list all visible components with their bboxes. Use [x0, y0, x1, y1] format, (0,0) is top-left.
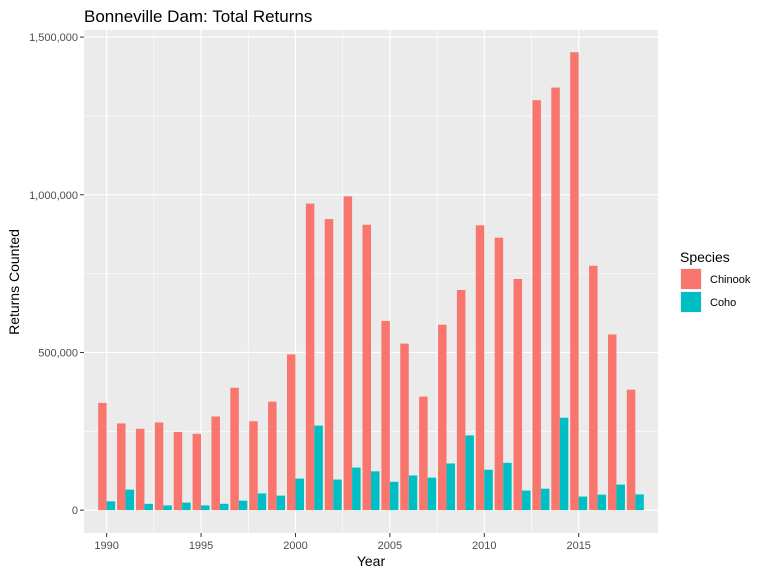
bar-chinook-1991 — [117, 423, 126, 511]
bar-coho-1994 — [182, 502, 191, 511]
bar-chinook-2016 — [589, 265, 598, 511]
legend: Species Chinook Coho — [680, 249, 751, 313]
bar-chinook-2012 — [513, 278, 523, 511]
bar-chinook-2002 — [324, 219, 334, 511]
bar-chinook-2004 — [362, 224, 371, 511]
bar-chinook-1990 — [98, 402, 107, 511]
bar-coho-2015 — [578, 496, 588, 511]
bar-chinook-2008 — [438, 324, 447, 511]
x-tick-label: 2015 — [566, 540, 590, 552]
bar-coho-1990 — [106, 501, 116, 511]
bar-coho-2010 — [484, 469, 493, 511]
bar-coho-1997 — [238, 500, 248, 511]
bar-chinook-1992 — [135, 428, 145, 511]
bar-coho-2006 — [408, 475, 418, 511]
x-tick-label: 1995 — [189, 540, 213, 552]
bar-coho-2013 — [540, 488, 550, 511]
bar-coho-2008 — [446, 463, 456, 511]
legend-swatch-chinook — [681, 269, 701, 289]
legend-label-coho: Coho — [710, 297, 736, 309]
x-axis-title: Year — [357, 553, 386, 569]
bar-coho-2004 — [371, 471, 380, 511]
bar-chinook-2015 — [570, 52, 579, 511]
y-axis-title: Returns Counted — [6, 229, 22, 335]
x-axis: 1990 1995 2000 2005 2010 2015 — [94, 533, 591, 552]
bar-coho-1998 — [257, 493, 267, 511]
bar-chinook-2001 — [305, 203, 315, 511]
bar-chinook-1998 — [249, 421, 258, 511]
bar-chinook-2000 — [286, 354, 296, 511]
bar-coho-2014 — [559, 417, 569, 511]
bar-chinook-2009 — [456, 290, 466, 511]
bar-chinook-1994 — [173, 431, 183, 511]
bar-chinook-2005 — [381, 320, 390, 511]
bar-chinook-1999 — [268, 401, 277, 511]
bar-coho-1995 — [201, 505, 210, 511]
y-tick-label: 1,000,000 — [29, 190, 78, 202]
bar-coho-2018 — [635, 494, 644, 511]
y-tick-label: 0 — [72, 505, 78, 517]
x-tick-label: 2000 — [283, 540, 307, 552]
bar-chinook-2010 — [475, 225, 485, 511]
bar-chinook-2018 — [626, 389, 636, 511]
bar-chinook-1996 — [211, 416, 220, 511]
bar-coho-1996 — [219, 503, 229, 511]
bar-chinook-1993 — [154, 422, 164, 511]
bar-chinook-2007 — [419, 396, 428, 511]
bar-coho-2002 — [333, 479, 342, 511]
legend-swatch-coho — [681, 292, 701, 312]
bar-coho-2016 — [597, 494, 607, 511]
bar-coho-2003 — [352, 467, 361, 511]
bar-chinook-2017 — [607, 334, 617, 511]
bar-coho-1992 — [144, 503, 153, 511]
bar-coho-2011 — [503, 462, 512, 511]
y-axis: 0 500,000 1,000,000 1,500,000 — [29, 32, 84, 517]
bar-coho-2009 — [465, 435, 474, 511]
bar-chinook-2011 — [494, 237, 504, 511]
x-tick-label: 1990 — [94, 540, 118, 552]
y-tick-label: 500,000 — [38, 347, 78, 359]
x-tick-label: 2005 — [378, 540, 402, 552]
bar-coho-2000 — [295, 478, 304, 511]
x-tick-label: 2010 — [472, 540, 496, 552]
legend-label-chinook: Chinook — [710, 274, 751, 286]
legend-title: Species — [680, 249, 730, 265]
bar-coho-2007 — [427, 477, 437, 511]
bar-chinook-2006 — [400, 343, 409, 511]
bar-coho-2012 — [522, 490, 531, 511]
bar-coho-2017 — [616, 484, 625, 511]
bar-coho-1999 — [276, 495, 286, 511]
bar-coho-2001 — [314, 425, 323, 511]
bar-chinook-1995 — [192, 433, 202, 511]
bar-coho-1993 — [163, 505, 172, 511]
bar-chinook-2014 — [551, 87, 560, 511]
bars — [98, 52, 644, 511]
y-tick-label: 1,500,000 — [29, 32, 78, 44]
bar-chinook-1997 — [230, 387, 239, 511]
bar-coho-2005 — [389, 481, 399, 511]
bar-chinook-2013 — [532, 100, 541, 511]
bar-chinook-2003 — [343, 196, 353, 511]
chart-title: Bonneville Dam: Total Returns — [84, 7, 312, 26]
bar-coho-1991 — [125, 489, 135, 511]
